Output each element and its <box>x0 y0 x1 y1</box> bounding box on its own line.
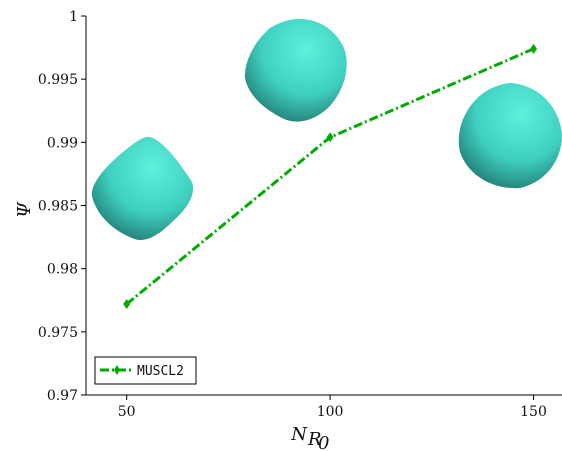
data-point <box>530 43 538 54</box>
data-point <box>326 132 334 143</box>
x-axis-label-main: N <box>290 424 308 445</box>
y-tick-label: 0.98 <box>47 262 78 278</box>
y-axis-label: Ψ <box>14 201 35 218</box>
x-tick-label: 50 <box>118 404 136 420</box>
droplet-shape-150 <box>458 83 562 189</box>
y-tick-label: 0.975 <box>38 325 78 341</box>
legend-label: MUSCL2 <box>137 364 184 379</box>
data-point <box>123 299 131 310</box>
y-tick-label: 0.99 <box>47 135 78 151</box>
y-ticks: 0.97 0.975 0.98 0.985 0.99 0.995 1 <box>38 9 86 404</box>
x-axis-label-sub: R <box>307 429 322 450</box>
x-tick-label: 150 <box>520 404 547 420</box>
legend-marker <box>114 365 120 375</box>
x-ticks: 50 100 150 <box>118 395 547 420</box>
legend: MUSCL2 <box>94 356 197 385</box>
y-tick-label: 1 <box>69 9 78 25</box>
droplet-shape-100 <box>244 18 347 122</box>
x-axis-label: N R 0 <box>290 424 329 451</box>
y-tick-label: 0.995 <box>38 72 78 88</box>
series-layer <box>123 43 538 310</box>
x-axis-label-subsub: 0 <box>318 433 329 451</box>
legend-box <box>94 356 197 385</box>
y-tick-label: 0.97 <box>47 388 78 404</box>
y-tick-label: 0.985 <box>38 199 78 215</box>
x-tick-label: 100 <box>317 404 344 420</box>
droplet-shape-50 <box>91 136 194 241</box>
